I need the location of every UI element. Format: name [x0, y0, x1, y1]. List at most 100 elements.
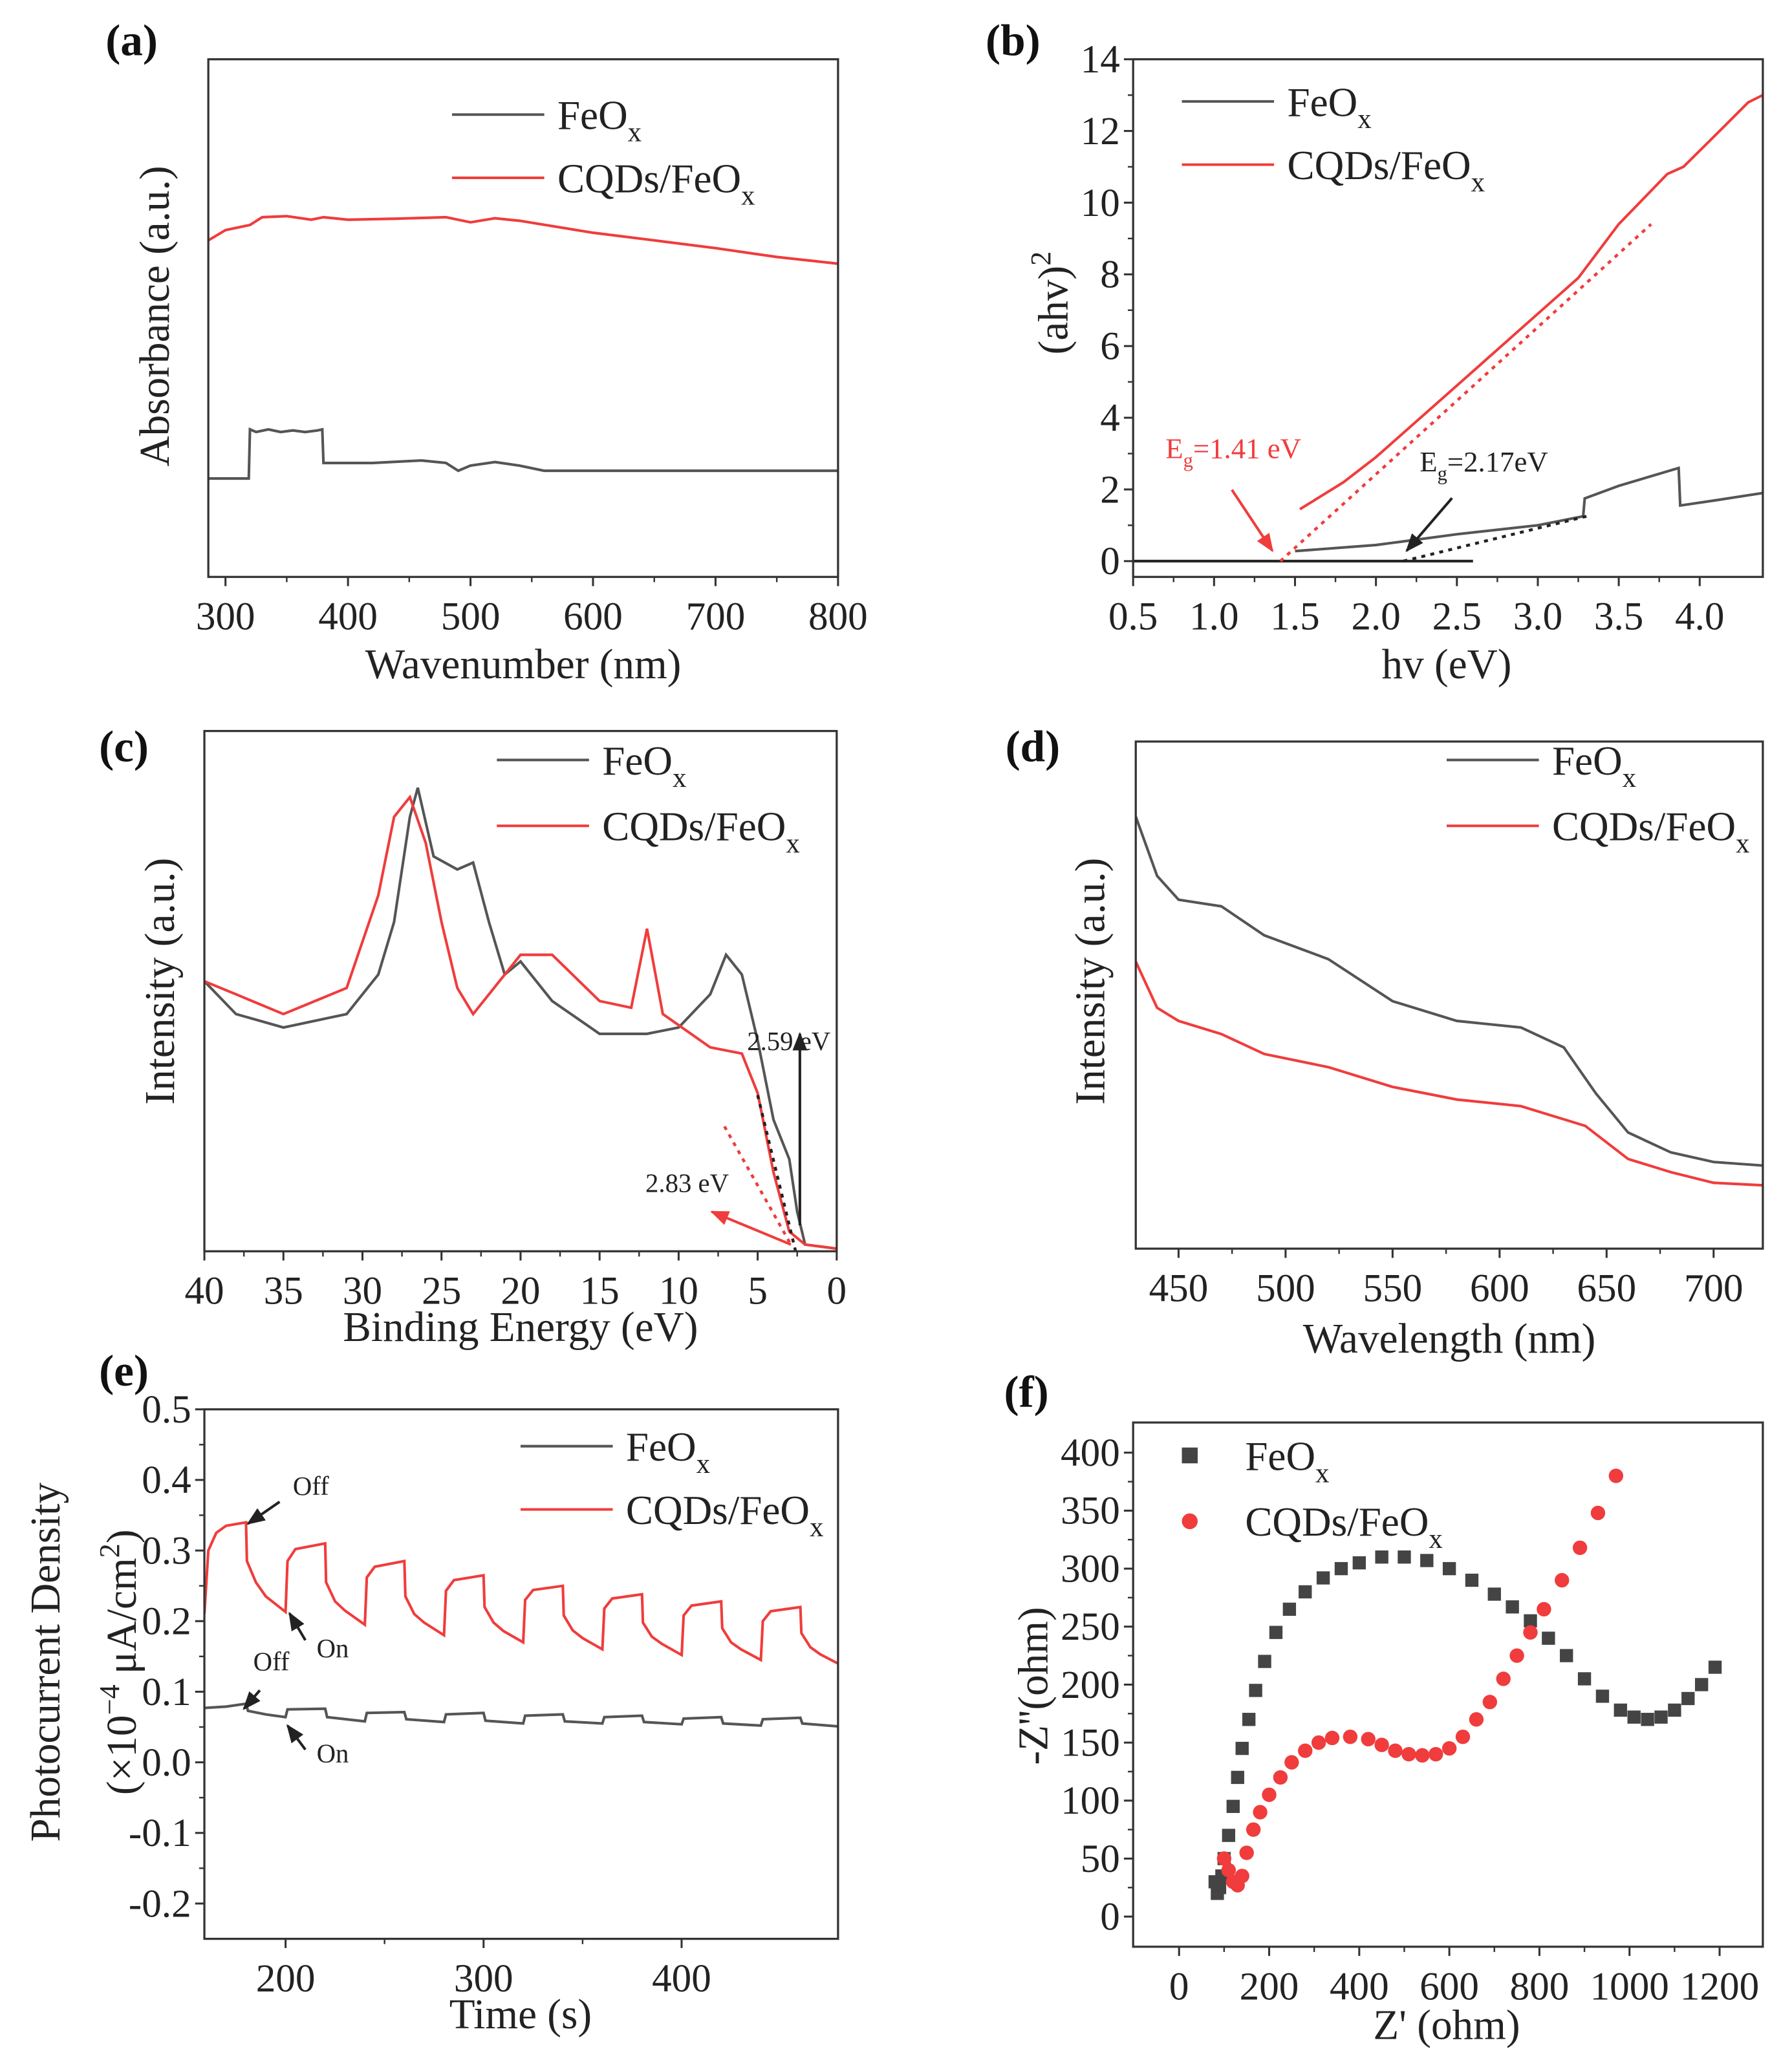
data-point-f-s0: [1681, 1691, 1695, 1706]
y-tick-label: 200: [1061, 1664, 1120, 1707]
data-point-f-s1: [1273, 1770, 1288, 1785]
y-axis-label: Absorbance (a.u.): [132, 166, 178, 466]
x-axis-label: Wavenumber (nm): [365, 641, 682, 688]
legend-square-icon: [1182, 1447, 1198, 1464]
x-tick-label: 300: [454, 1957, 513, 2001]
plot-frame: [203, 1408, 839, 1940]
annotation: Off: [246, 1472, 329, 1525]
data-point-f-s1: [1216, 1851, 1232, 1866]
legend-label: CQDs/FeOx: [1245, 1499, 1443, 1554]
x-tick-label: 600: [563, 595, 623, 639]
data-point-f-s0: [1222, 1829, 1236, 1842]
data-point-f-s0: [1316, 1571, 1330, 1585]
fit-line-b-4: [1403, 515, 1587, 563]
x-tick-label: 15: [580, 1270, 620, 1313]
data-point-f-s1: [1262, 1787, 1277, 1803]
x-axis-label: Wavelength (nm): [1303, 1316, 1596, 1362]
legend-item: CQDs/FeOx: [497, 804, 800, 859]
x-tick-label: 1000: [1590, 1965, 1669, 2008]
data-point-f-s0: [1668, 1703, 1681, 1717]
legend-label: CQDs/FeOx: [626, 1488, 824, 1543]
y-tick-label: 250: [1061, 1605, 1120, 1649]
data-point-f-s0: [1708, 1660, 1722, 1674]
y-tick-label: 300: [1061, 1547, 1120, 1591]
data-point-f-s1: [1311, 1735, 1326, 1750]
legend-item: FeOx: [497, 738, 686, 793]
data-point-f-s0: [1231, 1770, 1244, 1785]
y-tick-label: -0.2: [129, 1882, 191, 1926]
series-line-e-0: [204, 1702, 838, 1728]
legend-item: FeOx: [1182, 80, 1372, 134]
legend-label: FeOx: [1288, 80, 1372, 134]
panel-f: (f) 0 200 400 600 800 1000 1200 0 50 100 150 200 250 3…: [1004, 1367, 1764, 2048]
data-point-f-s1: [1401, 1746, 1416, 1762]
data-point-f-s0: [1299, 1585, 1312, 1599]
legend-item: CQDs/FeOx: [1447, 804, 1750, 859]
x-tick-label: 300: [196, 595, 255, 639]
x-tick-label: 40: [184, 1270, 224, 1313]
legend-item: CQDs/FeOx: [1182, 1499, 1443, 1554]
data-point-f-s1: [1555, 1572, 1570, 1588]
x-tick-label: 200: [1240, 1965, 1299, 2008]
data-point-f-s1: [1429, 1746, 1443, 1762]
data-point-f-s1: [1415, 1748, 1430, 1763]
panel-label: (c): [99, 721, 149, 771]
annotation-arrow-icon: [1231, 489, 1274, 553]
y-tick-label: 2: [1100, 468, 1120, 511]
data-point-f-s0: [1595, 1690, 1610, 1703]
x-tick-label: 1200: [1680, 1965, 1759, 2008]
x-tick-label: 800: [808, 595, 868, 639]
data-point-f-s1: [1469, 1712, 1484, 1727]
x-tick-label: 0: [1169, 1965, 1189, 2008]
data-point-f-s1: [1496, 1671, 1511, 1686]
x-tick-label: 35: [264, 1270, 303, 1313]
data-point-f-s1: [1537, 1602, 1551, 1617]
data-point-f-s0: [1641, 1713, 1654, 1726]
annotation-arrow-icon: [243, 1689, 261, 1710]
panel-label: (d): [1006, 721, 1061, 771]
annotation-label: On: [317, 1634, 349, 1663]
annotation-arrow-icon: [288, 1611, 307, 1641]
annotation-label: 2.83 eV: [645, 1169, 729, 1198]
y-tick-label: 0.2: [142, 1600, 191, 1644]
data-point-f-s1: [1374, 1737, 1389, 1752]
legend-label: FeOx: [602, 738, 686, 793]
y-axis-label-units: (×10−4 μA/cm2): [94, 1529, 146, 1795]
annotation: Off: [243, 1647, 290, 1710]
data-point-f-s1: [1572, 1540, 1588, 1555]
data-point-f-s1: [1239, 1845, 1254, 1860]
y-tick-label: 400: [1061, 1432, 1120, 1475]
data-point-f-s0: [1654, 1710, 1668, 1724]
x-tick-label: 500: [441, 595, 501, 639]
series-line-c-1: [204, 794, 837, 1250]
x-tick-label: 1.5: [1270, 595, 1319, 639]
data-point-f-s0: [1465, 1573, 1479, 1587]
series-line-a-0: [208, 427, 838, 480]
data-point-f-s1: [1253, 1805, 1268, 1819]
x-tick-label: 0.5: [1108, 595, 1158, 639]
y-tick-label: 14: [1081, 38, 1120, 81]
data-point-f-s1: [1608, 1468, 1624, 1483]
annotation-arrow-icon: [1405, 497, 1453, 552]
data-point-f-s0: [1375, 1550, 1388, 1564]
data-point-f-s1: [1482, 1695, 1498, 1710]
legend-label: FeOx: [1245, 1433, 1329, 1488]
x-tick-label: 5: [748, 1270, 768, 1313]
series-line-b-0: [1295, 466, 1763, 553]
data-point-f-s1: [1298, 1743, 1313, 1758]
x-tick-label: 2.0: [1351, 595, 1400, 639]
data-point-f-s1: [1523, 1625, 1538, 1640]
x-tick-label: 600: [1420, 1965, 1479, 2008]
panel-label: (b): [986, 16, 1041, 65]
y-tick-label: 0.1: [142, 1671, 191, 1714]
series-line-c-0: [204, 787, 837, 1250]
x-tick-label: 0: [827, 1270, 847, 1313]
y-tick-label: 0.0: [142, 1741, 191, 1785]
legend-item: CQDs/FeOx: [1182, 143, 1485, 198]
annotation-label: Off: [254, 1647, 290, 1677]
annotation: Eg=2.17eV: [1405, 445, 1548, 552]
data-point-f-s0: [1235, 1741, 1249, 1755]
x-axis-label: hv (eV): [1382, 641, 1512, 688]
x-tick-label: 400: [318, 595, 378, 639]
legend-label: FeOx: [557, 93, 642, 148]
